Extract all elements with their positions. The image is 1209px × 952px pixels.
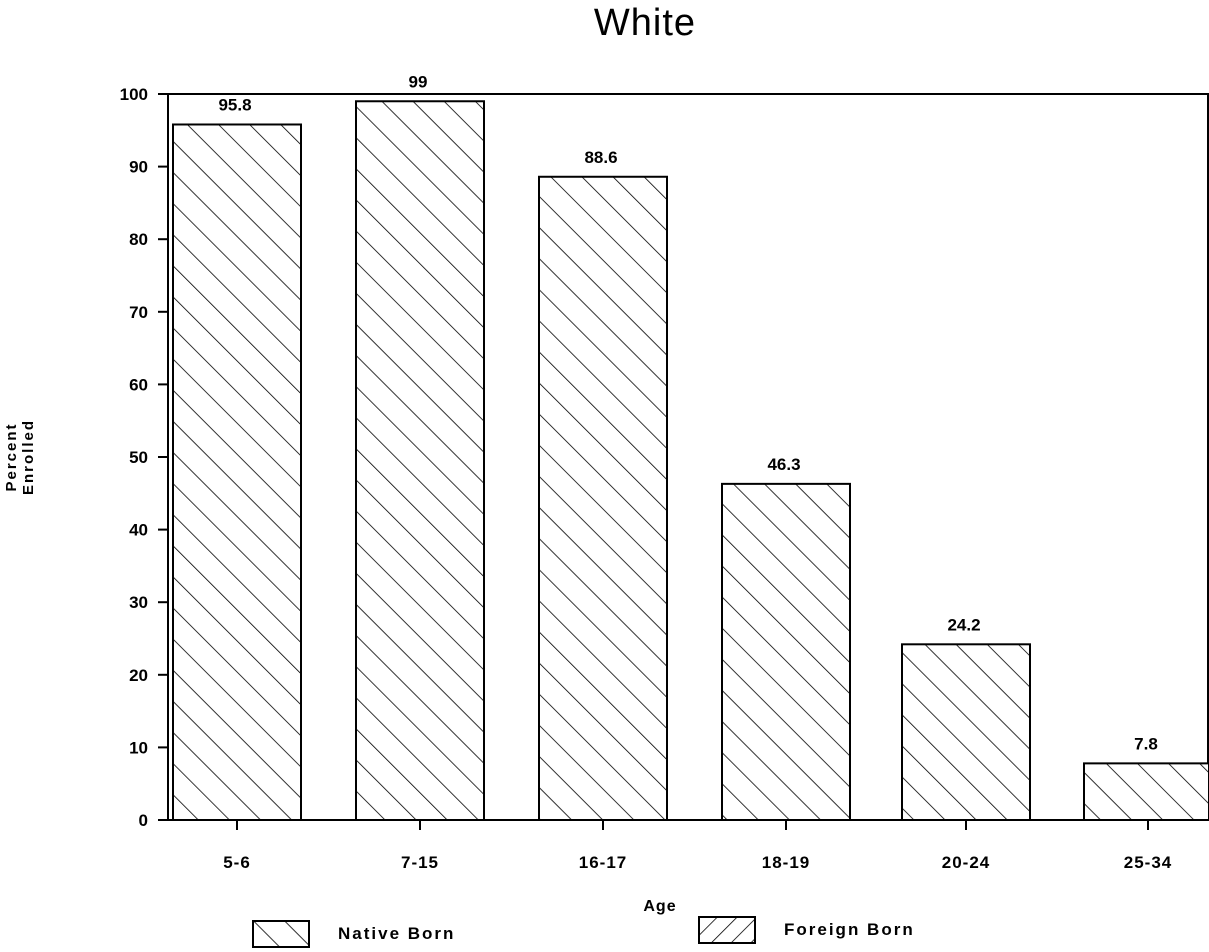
bar	[901, 643, 1031, 821]
y-tick-label: 30	[129, 593, 148, 612]
legend-label-native-born: Native Born	[338, 924, 456, 943]
y-tick-label: 80	[129, 230, 148, 249]
bar	[721, 482, 851, 821]
x-tick-label: 16-17	[579, 853, 627, 872]
bar-value-label: 7.8	[1134, 734, 1158, 753]
y-tick-label: 100	[120, 85, 148, 104]
x-tick-label: 25-34	[1124, 853, 1172, 872]
y-tick-label: 0	[139, 811, 148, 830]
bar	[538, 175, 668, 822]
bar-value-label: 24.2	[947, 615, 980, 634]
plot-area	[168, 93, 1209, 820]
x-tick-label: 5-6	[223, 853, 251, 872]
y-tick-label: 50	[129, 448, 148, 467]
chart-title: White	[593, 2, 697, 44]
legend-label-foreign-born: Foreign Born	[784, 920, 915, 939]
y-axis: 0 10 20 30 40 50 60 70 80 90 100	[120, 85, 169, 830]
x-tick-label: 18-19	[762, 853, 810, 872]
y-tick-label: 40	[129, 521, 148, 540]
y-tick-label: 90	[129, 158, 148, 177]
x-tick-label: 7-15	[401, 853, 439, 872]
bar	[172, 123, 302, 821]
bar-value-label: 99	[409, 72, 428, 91]
bar-value-label: 46.3	[767, 455, 800, 474]
x-axis-label: Age	[643, 898, 677, 915]
bar-value-label: 88.6	[584, 148, 617, 167]
legend-item-native-born: Native Born	[252, 920, 455, 948]
x-axis: 5-6 7-15 16-17 18-19 20-24 25-34	[168, 819, 1209, 872]
y-tick-label: 70	[129, 303, 148, 322]
bar-value-label: 95.8	[218, 95, 251, 114]
y-tick-label: 60	[129, 375, 148, 394]
x-tick-label: 20-24	[942, 853, 990, 872]
legend-item-foreign-born: Foreign Born	[698, 916, 915, 944]
y-tick-label: 20	[129, 666, 148, 685]
bar	[1083, 762, 1209, 822]
bars: 95.8 99 88.6 46.3 24.2 7.8	[172, 72, 1209, 822]
y-tick-label: 10	[129, 738, 148, 757]
legend-swatch-native-born	[252, 920, 310, 948]
bar	[355, 100, 485, 821]
legend-swatch-foreign-born	[698, 916, 756, 944]
